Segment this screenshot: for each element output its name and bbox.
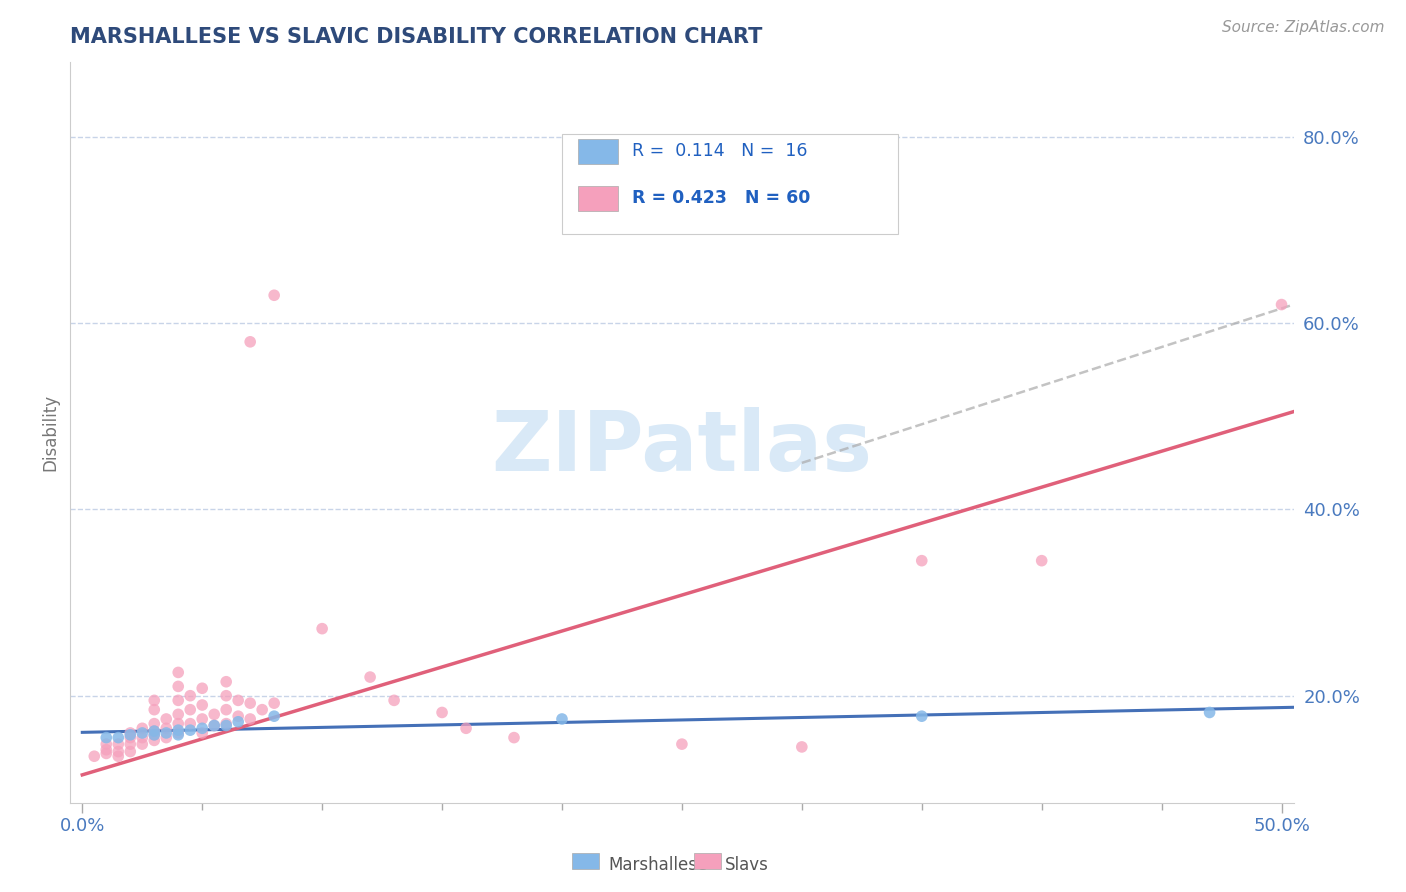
Point xyxy=(167,707,190,722)
Point xyxy=(215,689,238,703)
Point xyxy=(167,723,190,738)
Point xyxy=(250,703,273,717)
Text: R =  0.114   N =  16: R = 0.114 N = 16 xyxy=(631,143,807,161)
Point xyxy=(96,731,118,745)
Point xyxy=(167,665,190,680)
Point xyxy=(911,554,934,568)
Point xyxy=(179,723,201,738)
Point xyxy=(202,718,225,732)
Point xyxy=(215,716,238,731)
Point xyxy=(179,689,201,703)
Point xyxy=(143,703,166,717)
Point xyxy=(120,728,142,742)
Point xyxy=(671,737,693,751)
Point xyxy=(202,707,225,722)
Text: Slavs: Slavs xyxy=(724,856,769,874)
Point xyxy=(382,693,405,707)
Point xyxy=(155,712,177,726)
Point xyxy=(143,693,166,707)
Point xyxy=(131,731,153,745)
Point xyxy=(167,728,190,742)
Y-axis label: Disability: Disability xyxy=(41,394,59,471)
FancyBboxPatch shape xyxy=(562,135,898,235)
Point xyxy=(120,726,142,740)
Point xyxy=(131,737,153,751)
Point xyxy=(96,747,118,761)
Point xyxy=(226,714,249,729)
Point xyxy=(430,706,453,720)
Point xyxy=(263,709,285,723)
Point xyxy=(226,709,249,723)
Point xyxy=(155,731,177,745)
Point xyxy=(239,712,262,726)
Point xyxy=(120,731,142,745)
Point xyxy=(239,334,262,349)
Point xyxy=(167,716,190,731)
Point xyxy=(1270,297,1292,311)
Bar xyxy=(695,853,721,870)
Point xyxy=(226,693,249,707)
Point xyxy=(155,721,177,735)
Point xyxy=(191,698,214,712)
Point xyxy=(179,703,201,717)
Point xyxy=(454,721,477,735)
Bar xyxy=(578,139,619,164)
Point xyxy=(359,670,381,684)
Point xyxy=(263,288,285,302)
Point xyxy=(107,749,129,764)
Point xyxy=(202,718,225,732)
Text: MARSHALLESE VS SLAVIC DISABILITY CORRELATION CHART: MARSHALLESE VS SLAVIC DISABILITY CORRELA… xyxy=(70,27,762,47)
Point xyxy=(131,726,153,740)
Point xyxy=(191,681,214,696)
Point xyxy=(167,679,190,693)
Text: Marshallese: Marshallese xyxy=(609,856,707,874)
Point xyxy=(143,724,166,739)
Point xyxy=(131,721,153,735)
Point xyxy=(911,709,934,723)
Point xyxy=(263,696,285,710)
Point xyxy=(96,737,118,751)
Point xyxy=(179,716,201,731)
Point xyxy=(311,622,333,636)
Point xyxy=(143,733,166,747)
Point xyxy=(239,696,262,710)
Point xyxy=(215,674,238,689)
Text: Source: ZipAtlas.com: Source: ZipAtlas.com xyxy=(1222,20,1385,35)
Point xyxy=(790,739,813,754)
Point xyxy=(215,703,238,717)
Point xyxy=(551,712,574,726)
Text: R = 0.423   N = 60: R = 0.423 N = 60 xyxy=(631,189,810,207)
Point xyxy=(143,716,166,731)
Bar xyxy=(572,853,599,870)
Point xyxy=(120,745,142,759)
Point xyxy=(120,737,142,751)
Point xyxy=(107,745,129,759)
Text: ZIPatlas: ZIPatlas xyxy=(492,407,872,488)
Point xyxy=(107,737,129,751)
Point xyxy=(96,742,118,756)
Point xyxy=(167,693,190,707)
Point xyxy=(191,712,214,726)
Point xyxy=(215,718,238,732)
Point xyxy=(1198,706,1220,720)
Point xyxy=(143,724,166,739)
Point xyxy=(155,726,177,740)
Point xyxy=(83,749,105,764)
Point xyxy=(107,731,129,745)
Point xyxy=(191,726,214,740)
Point xyxy=(167,726,190,740)
Point xyxy=(191,721,214,735)
Bar xyxy=(578,186,619,211)
Point xyxy=(1031,554,1053,568)
Point xyxy=(143,728,166,742)
Point xyxy=(143,728,166,742)
Point xyxy=(503,731,526,745)
